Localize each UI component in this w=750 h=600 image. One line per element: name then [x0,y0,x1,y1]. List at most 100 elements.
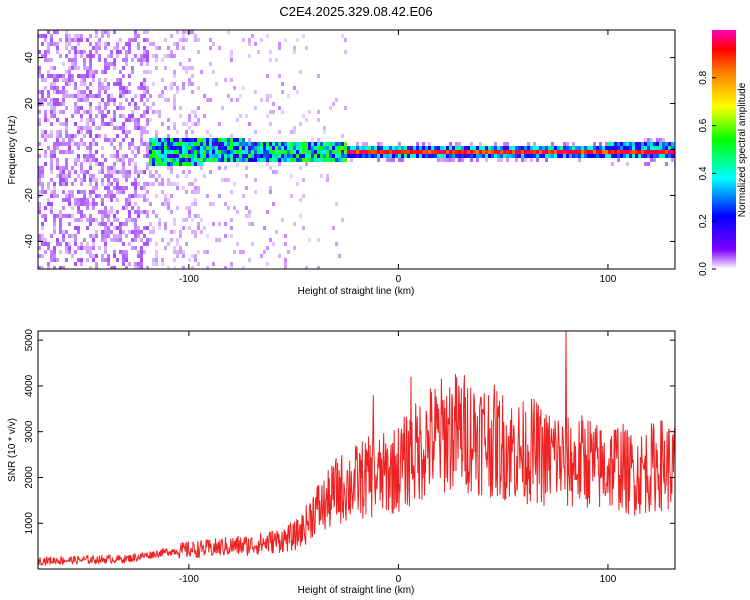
heatmap-cell [38,210,41,214]
heatmap-cell [62,74,65,78]
heatmap-cell [275,146,278,150]
heatmap-cell [71,254,74,258]
heatmap-cell [116,126,119,130]
heatmap-cell [74,250,77,254]
heatmap-cell [608,146,611,150]
heatmap-cell [137,150,140,154]
heatmap-cell [272,102,275,106]
heatmap-cell [251,242,254,246]
heatmap-cell [269,94,272,98]
heatmap-cell [278,146,281,150]
heatmap-cell [113,138,116,142]
heatmap-cell [155,178,158,182]
heatmap-cell [137,250,140,254]
heatmap-cell [146,154,149,158]
heatmap-cell [98,162,101,166]
heatmap-cell [155,134,158,138]
heatmap-cell [188,114,191,118]
heatmap-cell [194,214,197,218]
heatmap-cell [89,54,92,58]
heatmap-cell [146,38,149,42]
heatmap-cell [500,154,503,158]
heatmap-cell [401,158,404,162]
heatmap-cell [170,50,173,54]
heatmap-cell [203,226,206,230]
heatmap-cell [557,146,560,150]
heatmap-cell [329,106,332,110]
heatmap-cell [344,154,347,158]
heatmap-cell [671,146,674,150]
heatmap-cell [209,146,212,150]
heatmap-cell [47,30,50,34]
heatmap-cell [131,238,134,242]
heatmap-cell [269,238,272,242]
y-tick-label: 0 [24,146,35,152]
heatmap-cell [281,150,284,154]
heatmap-cell [80,54,83,58]
heatmap-cell [74,62,77,66]
heatmap-cell [254,146,257,150]
heatmap-cell [107,234,110,238]
heatmap-cell [626,142,629,146]
heatmap-cell [377,158,380,162]
heatmap-cell [116,178,119,182]
heatmap-cell [620,142,623,146]
heatmap-cell [446,154,449,158]
heatmap-cell [287,94,290,98]
heatmap-cell [215,138,218,142]
heatmap-cell [644,150,647,154]
heatmap-cell [140,258,143,262]
heatmap-cell [56,74,59,78]
heatmap-cell [230,58,233,62]
heatmap-cell [182,30,185,34]
heatmap-cell [47,70,50,74]
heatmap-cell [122,250,125,254]
heatmap-cell [86,250,89,254]
heatmap-cell [455,146,458,150]
heatmap-cell [158,222,161,226]
heatmap-cell [89,106,92,110]
heatmap-cell [305,266,308,269]
heatmap-cell [197,250,200,254]
heatmap-cell [104,174,107,178]
heatmap-cell [146,130,149,134]
x-tick-label: 0 [396,274,402,285]
heatmap-cell [95,70,98,74]
heatmap-cell [173,142,176,146]
heatmap-cell [86,38,89,42]
heatmap-cell [413,146,416,150]
heatmap-cell [140,134,143,138]
heatmap-cell [164,142,167,146]
heatmap-cell [53,110,56,114]
heatmap-cell [203,174,206,178]
heatmap-cell [452,158,455,162]
heatmap-cell [239,142,242,146]
heatmap-cell [77,94,80,98]
heatmap-cell [461,154,464,158]
heatmap-cell [59,38,62,42]
heatmap-cell [188,138,191,142]
heatmap-cell [53,74,56,78]
heatmap-cell [161,94,164,98]
heatmap-cell [545,158,548,162]
heatmap-cell [335,202,338,206]
heatmap-cell [98,46,101,50]
heatmap-cell [77,106,80,110]
heatmap-cell [71,58,74,62]
heatmap-cell [65,178,68,182]
heatmap-cell [557,154,560,158]
heatmap-cell [188,158,191,162]
heatmap-cell [89,158,92,162]
heatmap-cell [41,186,44,190]
heatmap-cell [191,190,194,194]
heatmap-cell [62,102,65,106]
heatmap-cell [74,106,77,110]
heatmap-cell [41,78,44,82]
heatmap-cell [209,38,212,42]
heatmap-cell [86,146,89,150]
heatmap-cell [422,146,425,150]
heatmap-cell [266,150,269,154]
heatmap-cell [194,154,197,158]
heatmap-cell [191,182,194,186]
